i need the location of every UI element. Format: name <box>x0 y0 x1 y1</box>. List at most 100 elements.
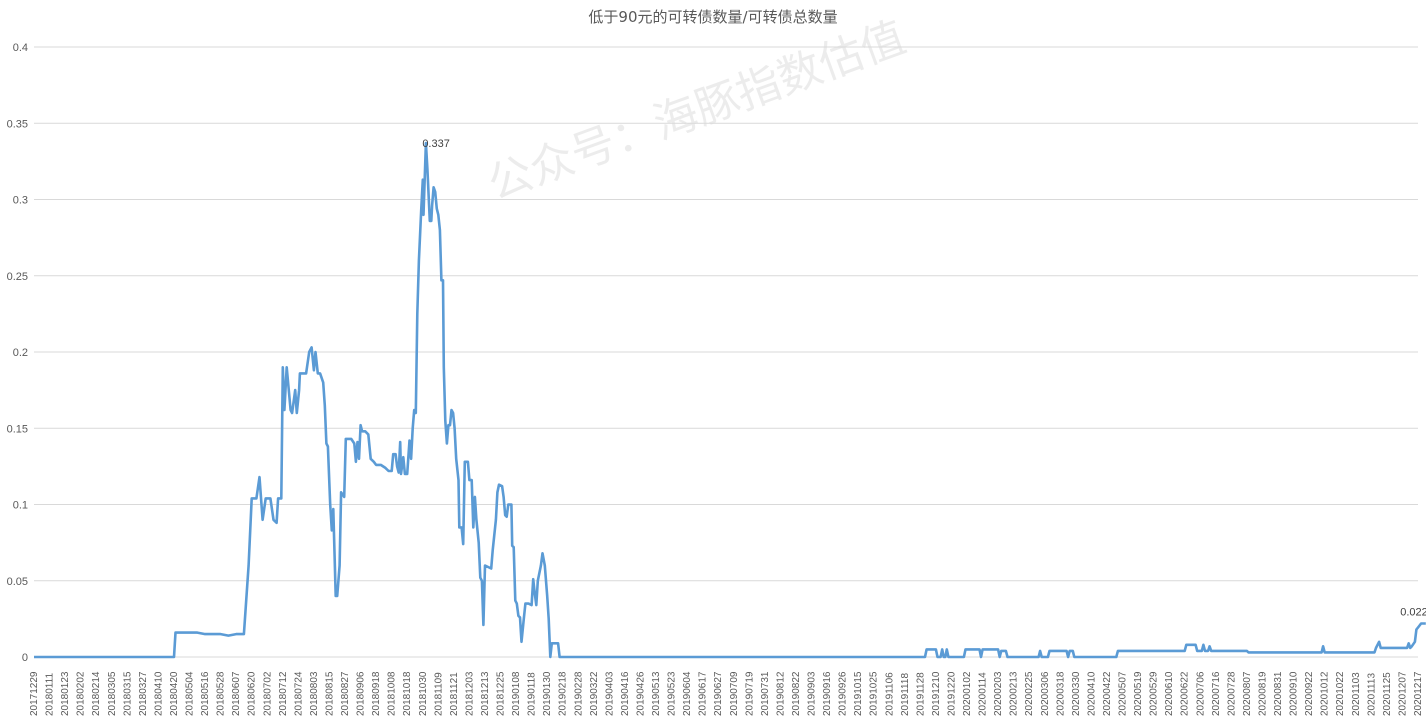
x-tick-label: 20190719 <box>744 671 755 716</box>
x-tick-label: 20180803 <box>309 671 320 716</box>
x-tick-label: 20200318 <box>1055 671 1066 716</box>
x-tick-label: 20190322 <box>589 671 600 716</box>
x-tick-label: 20200114 <box>978 672 989 716</box>
x-tick-label: 20200819 <box>1257 671 1268 716</box>
x-axis-ticks: 20171229 20180111 20180123 20180202 20180214… <box>29 671 1424 716</box>
x-tick-label: 20180702 <box>262 671 273 716</box>
y-axis-ticks: 0 0.05 0.1 0.15 0.2 0.25 0.3 0.35 0.4 <box>7 42 28 664</box>
x-tick-label: 20180202 <box>76 671 87 716</box>
x-tick-label: 20201125 <box>1382 672 1393 716</box>
x-tick-label: 20191220 <box>946 671 957 716</box>
y-tick-label: 0.35 <box>7 118 28 130</box>
x-tick-label: 20180827 <box>340 671 351 716</box>
x-tick-label: 20181225 <box>496 671 507 716</box>
x-tick-label: 20201022 <box>1335 671 1346 716</box>
x-tick-label: 20180724 <box>293 671 304 716</box>
x-tick-label: 20181018 <box>402 671 413 716</box>
y-tick-label: 0.15 <box>7 423 28 435</box>
x-tick-label: 20191106 <box>884 672 895 716</box>
x-tick-label: 20200519 <box>1133 671 1144 716</box>
x-tick-label: 20200610 <box>1164 671 1175 716</box>
x-tick-label: 20191015 <box>853 671 864 716</box>
x-tick-label: 20200622 <box>1180 671 1191 716</box>
x-tick-label: 20190130 <box>542 671 553 716</box>
y-tick-label: 0.2 <box>13 347 28 359</box>
x-tick-label: 20200507 <box>1118 671 1129 716</box>
y-tick-label: 0 <box>22 652 28 664</box>
y-tick-label: 0.1 <box>13 500 28 512</box>
series-line <box>34 141 1426 659</box>
x-tick-label: 20190604 <box>682 671 693 716</box>
x-tick-label: 20200728 <box>1226 671 1237 716</box>
x-tick-label: 20200102 <box>962 671 973 716</box>
x-tick-label: 20190822 <box>791 671 802 716</box>
x-tick-label: 20201113 <box>1366 673 1377 716</box>
x-tick-label: 20180123 <box>60 671 71 716</box>
x-tick-label: 20190426 <box>635 671 646 716</box>
x-tick-label: 20190627 <box>713 671 724 716</box>
x-tick-label: 20200306 <box>1040 671 1051 716</box>
x-tick-label: 20180305 <box>107 671 118 716</box>
x-tick-label: 20180620 <box>247 671 258 716</box>
x-tick-label: 20180712 <box>278 671 289 716</box>
x-tick-label: 20180918 <box>371 671 382 716</box>
x-tick-label: 20171229 <box>29 671 40 716</box>
series-layer <box>34 141 1426 659</box>
x-tick-label: 20190108 <box>511 671 522 716</box>
x-tick-label: 20190523 <box>667 671 678 716</box>
x-tick-label: 20180528 <box>216 671 227 716</box>
x-tick-label: 20200831 <box>1273 671 1284 716</box>
y-tick-label: 0.25 <box>7 271 28 283</box>
x-tick-label: 20190513 <box>651 671 662 716</box>
x-tick-label: 20200213 <box>1009 671 1020 716</box>
x-tick-label: 20201103 <box>1351 672 1362 716</box>
x-tick-label: 20190812 <box>775 671 786 716</box>
x-tick-label: 20180815 <box>324 671 335 716</box>
x-tick-label: 20201207 <box>1397 671 1408 716</box>
x-tick-label: 20180214 <box>91 671 102 716</box>
x-tick-label: 20190228 <box>573 671 584 716</box>
gridlines <box>34 46 1418 658</box>
x-tick-label: 20190926 <box>838 671 849 716</box>
x-tick-label: 20190403 <box>604 671 615 716</box>
x-tick-label: 20180420 <box>169 671 180 716</box>
x-tick-label: 20190416 <box>620 671 631 716</box>
y-tick-label: 0.3 <box>13 195 28 207</box>
x-tick-label: 20200422 <box>1102 671 1113 716</box>
x-tick-label: 20181203 <box>464 671 475 716</box>
x-tick-label: 20200225 <box>1024 671 1035 716</box>
x-tick-label: 20181121 <box>449 672 460 716</box>
x-tick-label: 20181030 <box>418 671 429 716</box>
x-tick-label: 20180327 <box>138 671 149 716</box>
x-tick-label: 20190617 <box>698 671 709 716</box>
data-label: 0.337 <box>422 138 450 150</box>
x-tick-label: 20190118 <box>527 672 538 716</box>
x-tick-label: 20200203 <box>993 671 1004 716</box>
x-tick-label: 20190709 <box>729 671 740 716</box>
x-tick-label: 20191118 <box>900 673 911 716</box>
x-tick-label: 20201217 <box>1413 671 1424 716</box>
x-tick-label: 20190903 <box>807 671 818 716</box>
y-tick-label: 0.4 <box>13 42 28 54</box>
x-tick-label: 20191210 <box>931 671 942 716</box>
data-label: 0.022 <box>1400 606 1426 618</box>
x-tick-label: 20190218 <box>558 671 569 716</box>
x-tick-label: 20190916 <box>822 671 833 716</box>
x-tick-label: 20181213 <box>480 671 491 716</box>
x-tick-label: 20200922 <box>1304 671 1315 716</box>
x-tick-label: 20191025 <box>869 671 880 716</box>
x-tick-label: 20200910 <box>1289 671 1300 716</box>
x-tick-label: 20200529 <box>1149 671 1160 716</box>
x-tick-label: 20180906 <box>356 671 367 716</box>
watermark: 公众号：海豚指数估值 <box>481 12 912 210</box>
x-tick-label: 20180504 <box>185 671 196 716</box>
x-tick-label: 20190731 <box>760 671 771 716</box>
x-tick-label: 20180516 <box>200 671 211 716</box>
x-tick-label: 20200807 <box>1242 671 1253 716</box>
x-tick-label: 20200716 <box>1211 671 1222 716</box>
x-tick-label: 20200330 <box>1071 671 1082 716</box>
x-tick-label: 20191128 <box>915 672 926 716</box>
x-tick-label: 20201012 <box>1320 671 1331 716</box>
y-tick-label: 0.05 <box>7 576 28 588</box>
